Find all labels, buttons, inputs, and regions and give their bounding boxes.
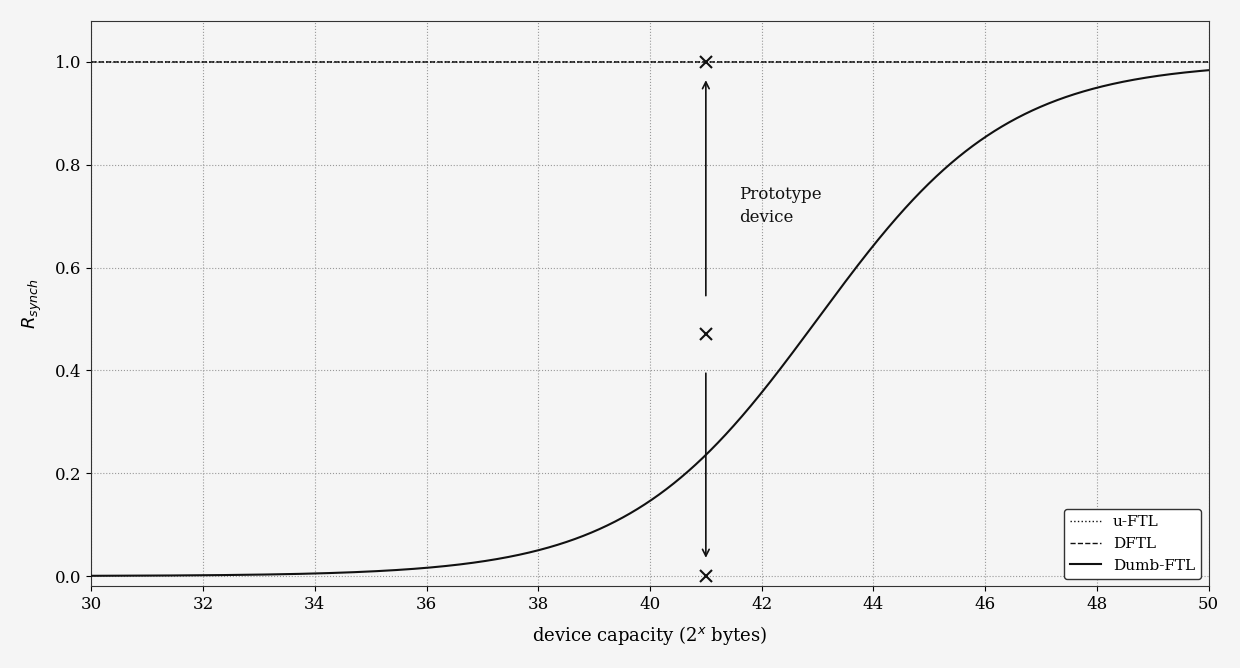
DFTL xyxy=(84,58,99,66)
Dumb-FTL xyxy=(1168,69,1183,77)
DFTL xyxy=(1168,58,1183,66)
u-FTL xyxy=(141,58,156,66)
DFTL xyxy=(627,58,642,66)
X-axis label: device capacity (2$^x$ bytes): device capacity (2$^x$ bytes) xyxy=(532,624,768,647)
Legend: u-FTL, DFTL, Dumb-FTL: u-FTL, DFTL, Dumb-FTL xyxy=(1064,509,1202,578)
DFTL xyxy=(598,58,613,66)
u-FTL xyxy=(963,58,978,66)
DFTL xyxy=(141,58,156,66)
Dumb-FTL xyxy=(141,572,156,580)
u-FTL xyxy=(1168,58,1183,66)
Dumb-FTL xyxy=(1202,66,1216,74)
DFTL xyxy=(1202,58,1216,66)
u-FTL xyxy=(1202,58,1216,66)
Dumb-FTL xyxy=(627,507,642,515)
Dumb-FTL xyxy=(1169,69,1184,77)
DFTL xyxy=(963,58,978,66)
Dumb-FTL xyxy=(963,143,978,151)
u-FTL xyxy=(1169,58,1184,66)
u-FTL xyxy=(598,58,613,66)
Dumb-FTL xyxy=(598,522,613,530)
Y-axis label: $R_{synch}$: $R_{synch}$ xyxy=(21,279,45,329)
Text: Prototype
device: Prototype device xyxy=(739,186,822,226)
DFTL xyxy=(1169,58,1184,66)
Line: Dumb-FTL: Dumb-FTL xyxy=(92,70,1209,576)
u-FTL xyxy=(84,58,99,66)
u-FTL xyxy=(627,58,642,66)
Dumb-FTL xyxy=(84,572,99,580)
